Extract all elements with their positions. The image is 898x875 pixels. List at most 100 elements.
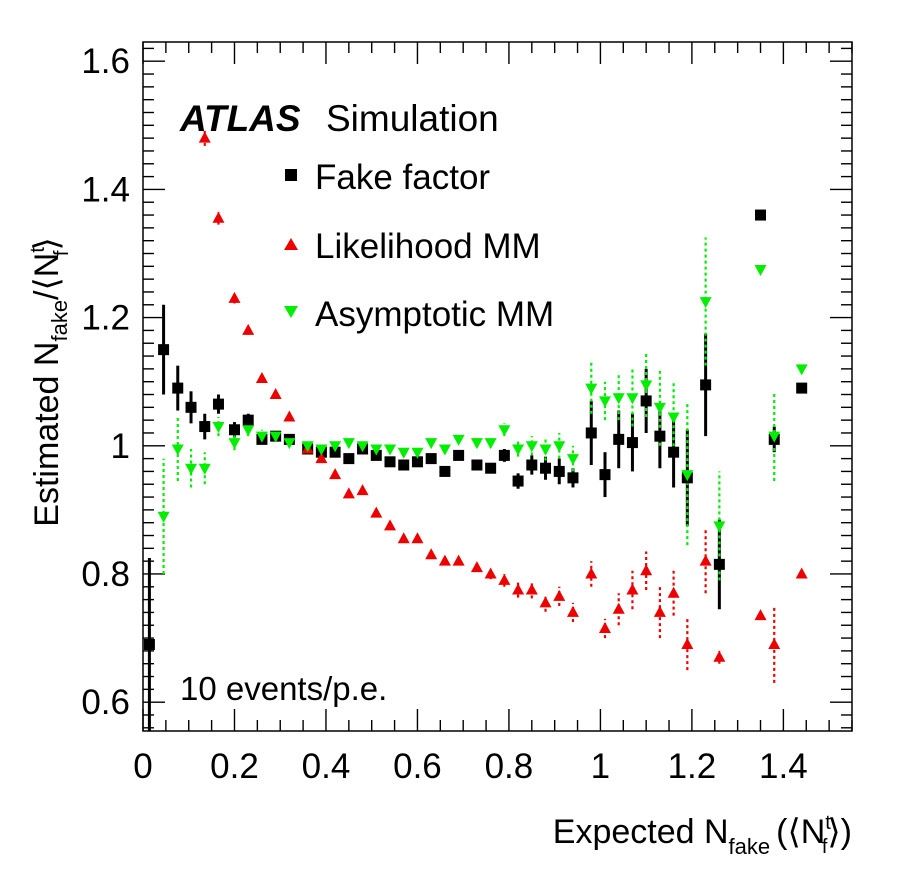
fake_factor-point [540,462,552,474]
asymptotic-point [566,454,579,466]
asymptotic-point [598,396,611,408]
fake_factor-point [626,437,638,449]
x-tick-label: 1.2 [668,747,717,786]
likelihood-point [653,605,666,617]
likelihood-point [553,589,566,601]
likelihood-point [612,602,625,614]
likelihood-point [626,583,639,595]
legend-marker-likelihood [284,238,298,250]
asymptotic-point [754,265,767,277]
fake_factor-point [498,449,510,461]
asymptotic-point [242,425,255,437]
asymptotic-point [255,431,268,443]
asymptotic-point [342,438,355,450]
fake_factor-point [585,427,597,439]
likelihood-point [438,554,451,566]
asymptotic-point [498,425,511,437]
fake_factor-point [199,421,211,433]
legend: Fake factor Likelihood MM Asymptotic MM [284,158,554,334]
fake_factor-point [143,638,155,650]
y-title-main: Estimated N [28,342,66,527]
likelihood-point [228,291,241,303]
asymptotic-point [185,463,198,475]
likelihood-point [342,487,355,499]
asymptotic-point [301,441,314,453]
asymptotic-point [452,434,465,446]
fake_factor-point [640,395,652,407]
likelihood-point [356,484,369,496]
asymptotic-point [315,444,328,456]
fake_factor-point [439,465,451,477]
events-annotation: 10 events/p.e. [180,670,387,707]
likelihood-point [640,564,653,576]
atlas-label: ATLAS [179,98,301,139]
x-title-open: (⟨N [776,813,825,851]
asymptotic-point [370,444,383,456]
likelihood-point [283,410,296,422]
fake_factor-point [425,453,437,465]
y-tick-label: 0.6 [81,683,130,722]
asymptotic-point [626,393,639,405]
fake_factor-point [512,475,524,487]
likelihood-point [315,452,328,464]
legend-marker-asymptotic [284,306,298,318]
x-tick-label: 0.4 [302,747,351,786]
data-markers [143,131,808,662]
asymptotic-point [269,431,282,443]
fake_factor-point [398,459,410,471]
x-tick-label: 0.8 [485,747,534,786]
fake_factor-point [755,209,767,221]
likelihood-point [498,573,511,585]
asymptotic-point [653,402,666,414]
asymptotic-point [470,438,483,450]
asymptotic-point [397,447,410,459]
fake_factor-point [668,446,680,458]
svg-text:Estimated Nfake/⟨Ntf⟩: Estimated Nfake/⟨Ntf⟩ [27,237,73,526]
likelihood-point [598,621,611,633]
asymptotic-point [713,521,726,533]
asymptotic-point [384,444,397,456]
x-title-close: ⟩) [827,813,852,851]
fake_factor-point [242,414,254,426]
likelihood-point [411,532,424,544]
asymptotic-point [212,422,225,434]
likelihood-point [699,554,712,566]
asymptotic-point [699,297,712,309]
fake_factor-point [485,462,497,474]
x-tick-labels: 0 0.2 0.4 0.6 0.8 1 1.2 1.4 [133,747,807,786]
likelihood-point [269,388,282,400]
y-tick-label: 1.4 [81,170,130,209]
likelihood-point [539,596,552,608]
legend-marker-fake-factor [285,169,297,181]
y-title-close: ⟩ [28,237,66,250]
y-title-sub2: f [51,250,73,256]
fake_factor-point [654,430,666,442]
asymptotic-point [612,393,625,405]
x-tick-label: 0.6 [393,747,442,786]
legend-label-fake-factor: Fake factor [315,158,490,197]
x-tick-label: 0 [133,747,152,786]
asymptotic-point [768,431,781,443]
asymptotic-point [539,444,552,456]
asymptotic-point [681,470,694,482]
fake_factor-point [172,382,184,394]
fake_factor-point [471,459,483,471]
likelihood-point [754,609,767,621]
asymptotic-point [198,463,211,475]
x-tick-label: 0.2 [210,747,259,786]
likelihood-point [713,650,726,662]
asymptotic-point [157,511,170,523]
x-tick-label: 1.4 [759,747,808,786]
asymptotic-point [512,444,525,456]
fake_factor-point [384,456,396,468]
fake_factor-point [553,465,565,477]
likelihood-point [681,637,694,649]
asymptotic-point [228,438,241,450]
likelihood-point [667,586,680,598]
x-tick-label: 1 [591,747,610,786]
y-tick-label: 1.2 [81,299,130,338]
asymptotic-point [171,444,184,456]
asymptotic-point [525,441,538,453]
likelihood-point [566,605,579,617]
